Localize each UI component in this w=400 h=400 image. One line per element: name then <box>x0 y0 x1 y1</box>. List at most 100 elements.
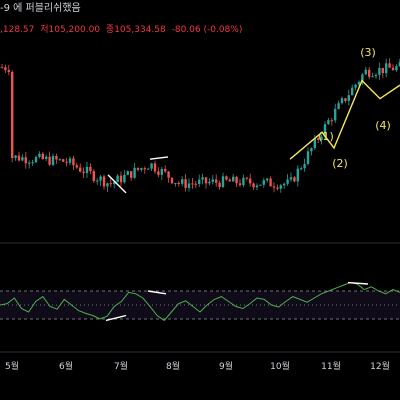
candle-body <box>65 161 68 163</box>
publish-note: -9 에 퍼블리쉬했음 <box>0 3 81 14</box>
ohlc-close: 종105,334.58 <box>105 25 166 35</box>
rsi-layer <box>0 281 400 322</box>
candle-body <box>28 162 31 164</box>
candle-body <box>340 98 344 104</box>
wave-label: (4) <box>375 119 391 132</box>
candle-body <box>313 138 316 149</box>
candle-body <box>126 171 129 175</box>
candle-body <box>395 66 398 71</box>
ohlc-change: -80.06 (-0.08%) <box>171 25 243 35</box>
candle-body <box>194 183 197 185</box>
candle-body <box>96 180 99 182</box>
candle-body <box>320 136 323 140</box>
candle-body <box>72 158 75 166</box>
candle-body <box>99 176 102 181</box>
candle-body <box>45 156 48 159</box>
candle-body <box>41 153 44 159</box>
ohlc-legend: ,128.57 저105,200.00 종105,334.58 -80.06 (… <box>0 22 400 38</box>
candle-body <box>164 168 167 172</box>
candle-body <box>184 179 187 188</box>
candle-body <box>157 171 160 175</box>
candle-body <box>51 156 55 165</box>
candle-body <box>249 178 252 184</box>
x-tick-label: 10월 <box>270 360 290 372</box>
candle-body <box>62 159 65 162</box>
candle-body <box>337 103 340 109</box>
candle-body <box>255 185 259 188</box>
candle-body <box>371 76 374 78</box>
candle-body <box>391 67 395 71</box>
candle-body <box>347 95 350 101</box>
candle-body <box>153 163 157 172</box>
candle-body <box>354 84 357 88</box>
candle-body <box>232 176 235 182</box>
candle-body <box>106 183 109 187</box>
candle-body <box>48 156 51 165</box>
x-tick-label: 9월 <box>219 360 233 372</box>
x-axis: 5월 6월 7월 8월 9월 10월 11월 12월 <box>0 242 400 372</box>
candle-body <box>317 138 320 140</box>
candle-body <box>310 148 313 152</box>
candle-body <box>133 167 136 178</box>
candle-body <box>286 179 289 184</box>
candle-body <box>211 179 214 182</box>
candle-body <box>252 183 255 188</box>
ohlc-low: 저105,200.00 <box>40 25 101 35</box>
candle-body <box>228 179 231 182</box>
candle-body <box>289 177 293 180</box>
candle-body <box>85 166 89 173</box>
candle-body <box>225 176 228 180</box>
candle-body <box>330 120 333 122</box>
candle-body <box>143 168 146 170</box>
candle-body <box>204 177 208 184</box>
candle-body <box>140 168 143 170</box>
x-tick-label: 7월 <box>114 360 128 372</box>
candle-body <box>398 62 400 67</box>
candle-body <box>7 70 10 72</box>
candle-body <box>109 183 112 185</box>
divergence-line-rsi-top <box>347 281 369 285</box>
candle-body <box>119 175 123 183</box>
candle-body <box>221 176 225 187</box>
candle-body <box>92 171 95 181</box>
candle-body <box>235 176 238 184</box>
candle-body <box>160 168 163 175</box>
candle-body <box>272 186 276 188</box>
candle-body <box>89 166 92 172</box>
candle-body <box>14 155 17 158</box>
candle-body <box>21 157 24 161</box>
candle-body <box>116 175 119 183</box>
candle-body <box>279 185 282 189</box>
x-tick-label: 8월 <box>166 360 180 372</box>
candle-body <box>334 108 337 121</box>
candle-body <box>79 167 82 172</box>
x-tick-label: 11월 <box>321 360 341 372</box>
candle-body <box>259 184 262 186</box>
candle-body <box>198 179 201 185</box>
candle-body <box>147 168 150 170</box>
candle-body <box>215 179 218 183</box>
candle-body <box>238 183 242 186</box>
candle-body <box>361 74 364 82</box>
idea-title: -9 에 퍼블리쉬했음 <box>0 0 400 18</box>
candle-body <box>201 177 204 180</box>
candle-body <box>113 182 116 184</box>
candle-body <box>306 151 310 164</box>
candle-body <box>68 158 72 163</box>
candle-body <box>0 67 4 69</box>
elliott-wave-line <box>289 79 400 160</box>
candle-body <box>269 178 272 187</box>
candle-body <box>177 182 180 184</box>
candle-body <box>55 156 58 160</box>
candle-body <box>276 187 279 189</box>
candle-body <box>136 167 140 170</box>
candle-body <box>218 182 221 187</box>
divergence-line-price-low <box>107 174 127 194</box>
candle-body <box>130 171 133 178</box>
candle-body <box>327 120 330 125</box>
candle-body <box>351 87 354 96</box>
candle-body <box>82 171 85 173</box>
candle-body <box>150 163 153 169</box>
